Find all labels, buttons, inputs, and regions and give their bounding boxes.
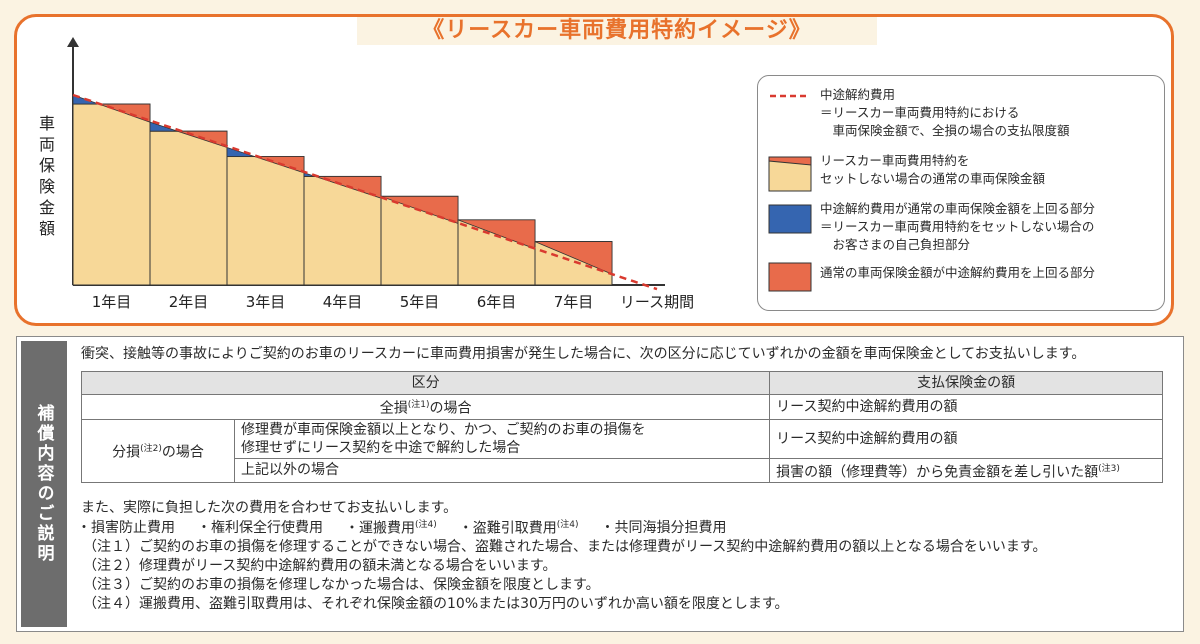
legend-text-line: 中途解約費用が通常の車両保険金額を上回る部分 [820,201,1096,216]
blue-portion [149,121,178,132]
note-line: （注４）運搬費用、盗難引取費用は、それぞれ保険金額の10%または30万円のいずれ… [83,596,789,612]
blue-swatch-icon [768,204,812,234]
bar [149,130,228,286]
bar [226,156,305,286]
cost-label: ・権利保全行使費用 [197,520,323,536]
cost-label: ・盗難引取費用 [458,520,557,537]
legend-text-line: 車両保険金額で、全損の場合の支払限度額 [820,123,1070,138]
y-axis-label-char: 両 [39,135,55,154]
y-axis-label-char: 険 [39,177,55,196]
red-portion [177,130,228,149]
side-label: 補償内容のご説明 [21,341,67,627]
note-ref: (注2) [140,444,162,455]
dashed-line-swatch-icon [770,94,810,98]
table-header-row: 区分 支払保険金の額 [80,371,1163,395]
blue-portion [226,146,255,157]
coverage-section: 補償内容のご説明 衝突、接触等の事故によりご契約のお車のリースカーに車両費用損害… [16,336,1184,632]
x-tick-label: 6年目 [477,293,517,311]
x-tick-label: 3年目 [246,293,286,311]
total-loss-amount: リース契約中途解約費用の額 [769,394,1163,420]
legend-text-line: 通常の車両保険金額が中途解約費用を上回る部分 [820,265,1096,280]
x-tick-label: 1年目 [92,293,132,311]
partial-condition-2: 上記以外の場合 [233,457,771,484]
note-ref: (注1) [407,400,430,410]
payout-table: 区分 支払保険金の額 全損(注1)の場合 リース契約中途解約費用の額 分損(注2… [80,371,1163,484]
cost-label: ・運搬費用 [345,520,415,537]
legend-text-line: ＝リースカー車両費用特約における [820,105,1020,120]
partial-amount-2-text: 損害の額（修理費等）から免責金額を差し引いた額 [776,464,1099,481]
bar-swatch-icon [768,156,812,192]
table-row: 全損(注1)の場合 リース契約中途解約費用の額 [80,394,1163,420]
x-tick-label: 7年目 [554,293,594,311]
legend-text-line: お客さまの自己負担部分 [820,237,971,252]
lease-chart: 1年目 2年目 3年目 4年目 5年目 6年目 7年目 リース期間 車両保険金額 [39,37,694,311]
header-amount: 支払保険金の額 [769,371,1163,395]
y-axis-label-char: 金 [39,198,55,217]
note-ref: (注4) [415,520,437,530]
red-swatch-icon [768,262,812,292]
list-item: ・権利保全行使費用 [197,517,323,538]
partial-condition-1: 修理費が車両保険金額以上となり、かつ、ご契約のお車の損傷を 修理せずにリース契約を… [233,418,771,459]
bar [303,175,382,286]
additional-costs-intro: また、実際に負担した次の費用を合わせてお支払いします。 [81,500,458,516]
legend-text-line: リースカー車両費用特約を [820,153,970,168]
note-line: （注２）修理費がリース契約中途解約費用の額未満となる場合をいいます。 [83,558,557,574]
intro-text: 衝突、接触等の事故によりご契約のお車のリースカーに車両費用損害が発生した場合に、… [81,346,1086,362]
cost-list: ・損害防止費用 ・権利保全行使費用 ・運搬費用(注4) ・盗難引取費用(注4) … [77,517,727,538]
total-loss-label: 全損 [379,400,408,417]
cost-label: ・損害防止費用 [77,520,175,536]
list-item: ・損害防止費用 [77,517,175,538]
table-row: 上記以外の場合 損害の額（修理費等）から免責金額を差し引いた額(注3) [82,457,1163,484]
red-portion [457,219,536,250]
header-category: 区分 [80,371,771,395]
x-tick-label: 2年目 [169,293,209,311]
condition-line: 修理せずにリース契約を中途で解約した場合 [241,439,521,456]
y-axis-label-char: 車 [39,114,55,133]
red-portion [534,241,613,275]
x-axis-label: リース期間 [620,293,694,311]
table-row: 分損(注2)の場合 修理費が車両保険金額以上となり、かつ、ご契約のお車の損傷を修… [81,418,1163,484]
bar [72,103,151,286]
list-item: ・盗難引取費用(注4) [459,517,579,538]
legend-text-line: ＝リースカー車両費用特約をセットしない場合の [820,219,1095,234]
y-axis-label-char: 保 [39,156,55,175]
cancellation-fee-line [72,93,658,291]
panel-title: 《リースカー車両費用特約イメージ》 [357,17,877,45]
note-line: （注１）ご契約のお車の損傷を修理することができない場合、盗難された場合、または修… [83,539,1047,555]
partial-amount-2: 損害の額（修理費等）から免責金額を差し引いた額(注3) [769,457,1163,484]
partial-loss-suffix: の場合 [161,444,204,461]
legend-text-line: セットしない場合の通常の車両保険金額 [820,171,1046,186]
y-axis-label-char: 額 [39,219,55,238]
partial-amount-1: リース契約中途解約費用の額 [769,418,1163,459]
note-line: （注３）ご契約のお車の損傷を修理しなかった場合は、保険金額を限度とします。 [83,577,600,593]
x-tick-label: 5年目 [400,293,440,311]
legend-text-line: 中途解約費用 [820,87,896,102]
total-loss-suffix: の場合 [429,400,472,417]
total-loss-cell: 全損(注1)の場合 [80,394,771,420]
cost-label: ・共同海損分担費用 [600,520,727,536]
partial-loss-cell: 分損(注2)の場合 [81,418,235,484]
chart-panel: 《リースカー車両費用特約イメージ》 1年目 2年目 3年目 4年目 5年目 6年目 7年目 リ… [14,14,1174,326]
list-item: ・共同海損分担費用 [601,517,727,538]
list-item: ・運搬費用(注4) [345,517,437,538]
x-tick-label: 4年目 [323,293,363,311]
notes: （注１）ご契約のお車の損傷を修理することができない場合、盗難された場合、または修… [83,538,1046,614]
condition-line: 修理費が車両保険金額以上となり、かつ、ご契約のお車の損傷を [241,421,646,438]
note-ref: (注3) [1098,463,1120,474]
y-axis-arrow-icon [67,37,79,47]
partial-loss-label: 分損 [112,444,141,461]
note-ref: (注4) [556,520,579,530]
legend: 中途解約費用 ＝リースカー車両費用特約における 車両保険金額で、全損の場合の支払… [757,75,1165,311]
